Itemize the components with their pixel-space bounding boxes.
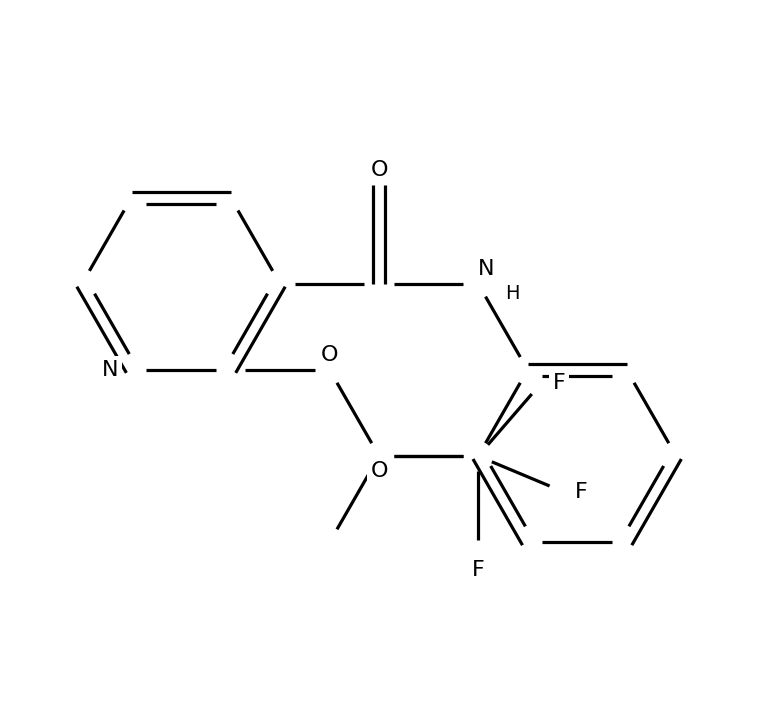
Text: F: F — [553, 373, 566, 393]
Text: F: F — [471, 560, 485, 580]
Text: N: N — [478, 259, 494, 279]
Text: F: F — [575, 482, 587, 502]
Text: H: H — [506, 284, 520, 303]
Text: O: O — [370, 160, 388, 180]
Text: O: O — [370, 461, 388, 481]
Text: N: N — [101, 360, 118, 380]
Text: O: O — [321, 345, 338, 365]
